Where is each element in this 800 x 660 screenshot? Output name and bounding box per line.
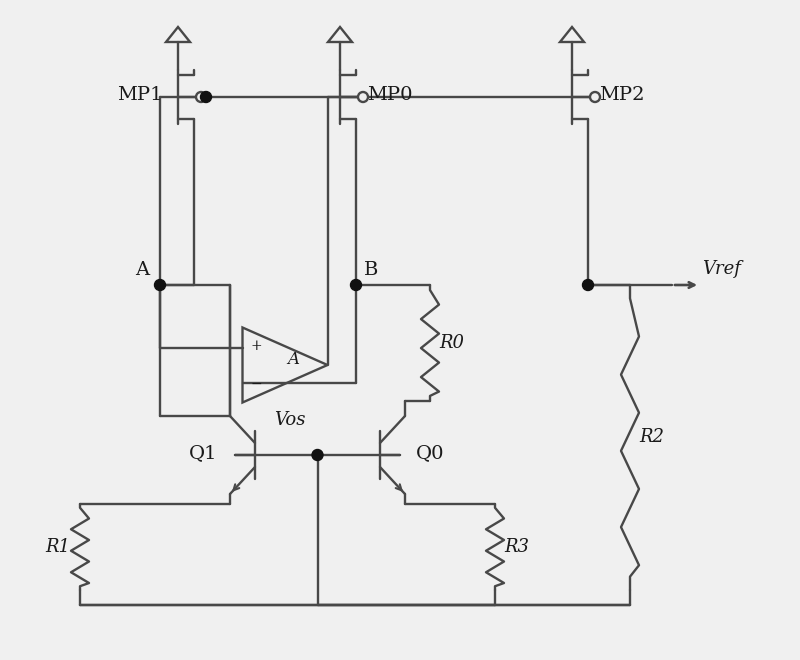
Circle shape <box>582 279 594 290</box>
Circle shape <box>350 279 362 290</box>
Text: B: B <box>364 261 378 279</box>
Text: Vos: Vos <box>274 411 306 429</box>
Text: MP0: MP0 <box>367 86 413 104</box>
Circle shape <box>312 449 323 461</box>
Text: Q0: Q0 <box>416 444 444 462</box>
Text: R3: R3 <box>505 538 530 556</box>
Text: MP2: MP2 <box>599 86 645 104</box>
Circle shape <box>154 279 166 290</box>
Circle shape <box>201 92 211 102</box>
Text: R2: R2 <box>639 428 665 447</box>
Text: MP1: MP1 <box>118 86 162 104</box>
Circle shape <box>196 92 206 102</box>
Text: A: A <box>287 352 299 368</box>
Text: R1: R1 <box>46 538 70 556</box>
Circle shape <box>590 92 600 102</box>
Text: −: − <box>250 376 262 391</box>
Text: Q1: Q1 <box>189 444 218 462</box>
Text: +: + <box>250 339 262 354</box>
Text: R0: R0 <box>439 334 465 352</box>
Circle shape <box>358 92 368 102</box>
Text: A: A <box>135 261 149 279</box>
Text: Vref: Vref <box>702 260 742 278</box>
